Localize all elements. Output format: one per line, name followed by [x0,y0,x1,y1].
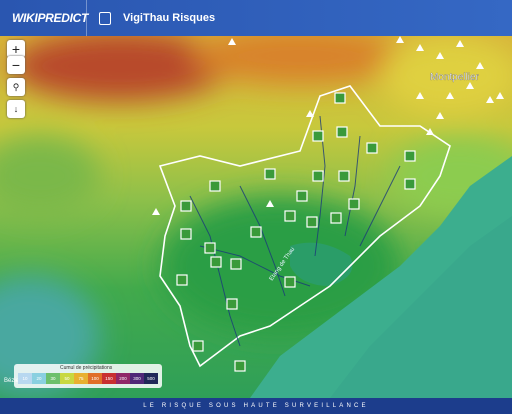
legend-label: 75 [74,373,88,384]
station-marker[interactable] [209,180,221,192]
alert-marker[interactable] [306,110,314,117]
alert-marker[interactable] [436,52,444,59]
station-marker[interactable] [234,360,246,372]
legend: Cumul de précipitations 10 20 30 50 75 100 150… [14,364,162,388]
legend-label: 300 [130,373,144,384]
app-icon [99,11,111,25]
legend-label: 50 [60,373,74,384]
map-canvas: Montpellier Béziers Etang de Thau [0,28,512,398]
alert-marker[interactable] [436,112,444,119]
station-marker[interactable] [366,142,378,154]
place-label: Montpellier [430,72,480,83]
legend-label: 20 [32,373,46,384]
alert-marker[interactable] [396,36,404,43]
alert-marker[interactable] [456,40,464,47]
app-title: VigiThau Risques [123,12,216,24]
legend-title: Cumul de précipitations [60,365,113,371]
alert-marker[interactable] [476,62,484,69]
station-marker[interactable] [180,200,192,212]
alert-marker[interactable] [426,128,434,135]
station-marker[interactable] [404,150,416,162]
alert-marker[interactable] [416,44,424,51]
alert-marker[interactable] [266,200,274,207]
station-marker[interactable] [180,228,192,240]
logo[interactable]: WIKIPREDICT [12,11,89,25]
station-marker[interactable] [348,198,360,210]
station-marker[interactable] [204,242,216,254]
station-marker[interactable] [306,216,318,228]
station-marker[interactable] [284,210,296,222]
legend-label: 200 [116,373,130,384]
legend-label: 500 [144,373,158,384]
station-marker[interactable] [336,126,348,138]
map[interactable]: Montpellier Béziers Etang de Thau + − ⚲ … [0,28,512,398]
station-marker[interactable] [230,258,242,270]
station-marker[interactable] [404,178,416,190]
station-marker[interactable] [296,190,308,202]
legend-label: 100 [88,373,102,384]
station-marker[interactable] [312,170,324,182]
station-marker[interactable] [330,212,342,224]
alert-marker[interactable] [152,208,160,215]
station-marker[interactable] [226,298,238,310]
station-marker[interactable] [312,130,324,142]
station-marker[interactable] [210,256,222,268]
alert-marker[interactable] [228,38,236,45]
legend-label: 150 [102,373,116,384]
station-marker[interactable] [192,340,204,352]
alert-marker[interactable] [446,92,454,99]
station-marker[interactable] [176,274,188,286]
station-marker[interactable] [250,226,262,238]
zoom-in[interactable]: + [7,40,25,58]
station-marker[interactable] [264,168,276,180]
search-button[interactable]: ⚲ [7,78,25,96]
legend-label: 10 [18,373,32,384]
separator [86,0,87,36]
station-marker[interactable] [334,92,346,104]
alert-marker[interactable] [496,92,504,99]
alert-marker[interactable] [416,92,424,99]
footer: LE RISQUE SOUS HAUTE SURVEILLANCE [0,398,512,414]
alert-marker[interactable] [486,96,494,103]
legend-label: 30 [46,373,60,384]
info-button[interactable]: ↓ [7,100,25,118]
header: WIKIPREDICT VigiThau Risques [0,0,512,36]
station-marker[interactable] [284,276,296,288]
legend-scale: 10 20 30 50 75 100 150 200 300 500 [18,373,158,384]
station-marker[interactable] [338,170,350,182]
alert-marker[interactable] [466,82,474,89]
zoom-out[interactable]: − [7,56,25,74]
